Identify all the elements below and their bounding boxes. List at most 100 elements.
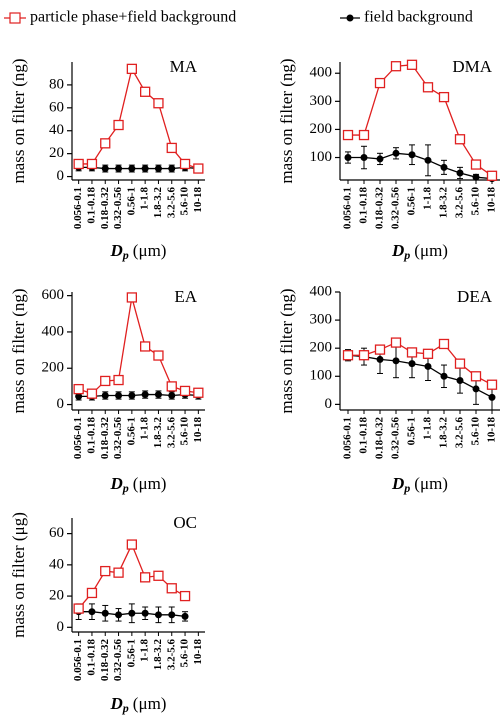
x-tick-label: 0.18-0.32: [99, 417, 111, 460]
data-point: [408, 360, 416, 368]
data-point: [408, 151, 416, 159]
panel-label: DMA: [452, 57, 492, 76]
x-tick-label: 0.32-0.56: [390, 187, 402, 230]
x-tick-label: 5.6-10: [179, 187, 191, 216]
data-point: [193, 163, 204, 174]
data-point: [113, 119, 124, 131]
data-point: [424, 362, 432, 370]
data-point: [179, 158, 191, 170]
data-point: [179, 590, 191, 602]
x-axis-subscript: p: [122, 248, 129, 262]
y-axis-label: mass on filter (ng): [277, 288, 296, 413]
x-tick-label: 0.1-0.18: [85, 187, 97, 224]
series-line: [347, 354, 493, 398]
x-tick-label: 0.32-0.56: [112, 639, 124, 682]
x-tick-label: 5.6-10: [470, 187, 482, 216]
x-tick-label: 1-1.8: [139, 639, 151, 662]
legend: particle phase+field background field ba…: [4, 9, 473, 26]
data-point: [454, 358, 466, 369]
data-point: [153, 98, 164, 109]
x-axis-label: Dp (μm): [391, 474, 448, 495]
x-tick-label: 1.8-3.2: [152, 639, 164, 671]
x-axis-symbol: D: [110, 241, 123, 260]
data-point: [128, 609, 136, 617]
data-point: [179, 385, 191, 397]
x-tick-label: 0.56-1: [125, 417, 137, 445]
x-axis-label: Dp (μm): [110, 694, 167, 715]
data-point: [139, 341, 151, 352]
y-tick-label: 100: [310, 149, 333, 165]
data-point: [141, 165, 149, 173]
x-tick-label: 1.8-3.2: [438, 187, 450, 219]
data-point: [168, 611, 176, 619]
data-point: [374, 77, 386, 89]
y-tick-label: 40: [49, 122, 64, 138]
x-axis-subscript: p: [122, 481, 129, 495]
x-tick-label: 1.8-3.2: [152, 187, 164, 219]
y-axis-label: mass on filter (ng): [277, 58, 296, 183]
panel-label: MA: [170, 57, 198, 76]
legend-marker: [346, 14, 354, 22]
data-point: [360, 154, 368, 162]
data-point: [73, 603, 84, 614]
data-point: [154, 165, 162, 173]
data-point: [73, 383, 84, 395]
x-axis-symbol: D: [391, 474, 404, 493]
panel-label: DEA: [457, 287, 493, 306]
data-point: [153, 570, 164, 581]
data-point: [438, 338, 450, 350]
data-point: [154, 611, 162, 619]
x-axis-unit: (μm): [133, 241, 167, 260]
y-tick-label: 100: [310, 368, 333, 384]
panel-label: EA: [174, 287, 197, 306]
data-point: [126, 292, 137, 303]
x-tick-label: 0.56-1: [406, 187, 418, 215]
data-point: [438, 91, 450, 103]
data-point: [86, 388, 98, 399]
y-tick-label: 20: [49, 145, 64, 161]
x-tick-label: 10-18: [486, 417, 498, 443]
data-point: [166, 381, 177, 392]
series-line: [348, 64, 493, 177]
x-axis-label: Dp (μm): [110, 241, 167, 262]
y-tick-label: 60: [49, 525, 64, 541]
data-point: [101, 165, 109, 173]
y-tick-label: 600: [42, 287, 65, 303]
x-axis-unit: (μm): [414, 241, 448, 260]
x-tick-label: 0.56-1: [125, 639, 137, 667]
y-axis-label: mass on filter (ng): [9, 288, 28, 413]
y-tick-label: 40: [49, 556, 64, 572]
x-tick-label: 0.18-0.32: [374, 417, 386, 460]
data-point: [440, 163, 448, 171]
legend-marker: [9, 12, 21, 24]
x-axis-symbol: D: [391, 241, 404, 260]
data-point: [376, 155, 384, 163]
x-tick-label: 0.1-0.18: [358, 417, 370, 454]
data-point: [113, 567, 124, 578]
x-tick-label: 10-18: [192, 187, 204, 213]
x-axis-label: Dp (μm): [110, 474, 167, 495]
y-axis-label: mass on filter (μg): [9, 512, 28, 638]
x-tick-label: 10-18: [486, 187, 498, 213]
series-line: [78, 67, 199, 170]
x-tick-label: 3.2-5.6: [165, 187, 177, 219]
data-point: [470, 371, 482, 382]
data-point: [166, 583, 177, 594]
x-tick-label: 0.056-0.1: [72, 639, 84, 681]
x-tick-label: 0.18-0.32: [99, 639, 111, 682]
panel: 100 200 300 400 0.056-0.1 0.1-0.18 0.18-0.32 0.…: [277, 57, 500, 262]
data-point: [166, 142, 177, 154]
y-tick-label: 200: [310, 340, 333, 356]
data-point: [472, 173, 480, 181]
y-tick-label: 200: [42, 360, 65, 376]
y-tick-label: 400: [310, 65, 333, 81]
series-line: [78, 542, 186, 609]
data-point: [100, 565, 111, 577]
y-tick-label: 0: [57, 619, 65, 635]
x-tick-label: 3.2-5.6: [454, 417, 466, 449]
y-axis-label: mass on filter (ng): [9, 58, 28, 183]
data-point: [422, 82, 434, 93]
x-tick-label: 1.8-3.2: [438, 417, 450, 449]
x-tick-label: 5.6-10: [470, 417, 482, 446]
y-tick-label: 400: [310, 283, 333, 299]
